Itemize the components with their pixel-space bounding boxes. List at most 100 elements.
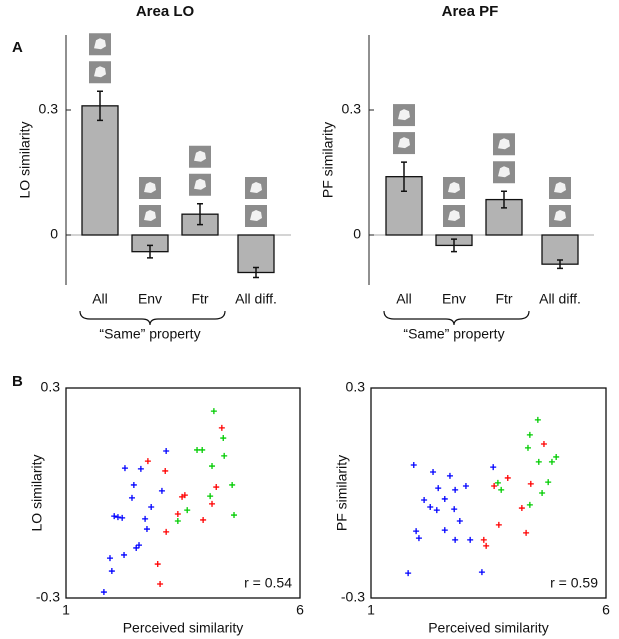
point <box>174 511 181 517</box>
point <box>523 529 530 536</box>
point <box>435 485 442 492</box>
bar <box>237 234 275 274</box>
point <box>495 521 502 528</box>
point <box>421 497 428 503</box>
x-axis-label: Perceived similarity <box>123 620 244 636</box>
stimulus-shape <box>94 66 106 78</box>
point <box>446 472 453 479</box>
x-tick-label: Env <box>138 291 162 307</box>
brace <box>383 310 530 326</box>
stimulus-shape <box>250 182 262 193</box>
error-bar <box>501 190 507 209</box>
stimulus-shape <box>94 38 106 50</box>
y-tick-label: 0.3 <box>342 101 362 117</box>
point <box>210 408 217 415</box>
error-bar <box>253 266 259 279</box>
point <box>163 528 170 535</box>
point <box>218 424 225 431</box>
point <box>534 416 541 423</box>
point <box>480 536 487 543</box>
bar <box>81 105 119 236</box>
point <box>136 542 143 549</box>
point <box>498 486 505 493</box>
y-tick-label: 0 <box>50 226 58 242</box>
error-bar <box>401 161 407 192</box>
group-annotation: “Same” property <box>99 326 200 342</box>
point <box>494 479 501 486</box>
point <box>427 504 434 510</box>
x-tick-label: All diff. <box>235 291 277 307</box>
error-bar <box>97 90 103 122</box>
point <box>539 490 546 496</box>
point <box>456 518 463 524</box>
point <box>229 481 236 488</box>
point <box>540 441 547 447</box>
point <box>518 505 525 512</box>
error-bar <box>197 203 203 226</box>
point <box>158 487 165 494</box>
point <box>545 479 552 486</box>
stat-annotation: r = 0.59 <box>550 575 598 591</box>
point <box>527 480 534 487</box>
point <box>405 570 412 577</box>
point <box>200 516 207 523</box>
x-tick-label: 1 <box>367 602 375 618</box>
point <box>111 513 118 520</box>
x-tick-label: All <box>92 291 108 307</box>
stimulus-shape <box>194 150 206 162</box>
stimulus-shape <box>498 138 510 150</box>
point <box>148 504 155 510</box>
point <box>106 555 113 562</box>
point <box>451 506 458 513</box>
brace <box>79 310 226 326</box>
point <box>433 507 440 514</box>
error-bar <box>147 244 153 259</box>
point <box>174 518 181 524</box>
x-tick-label: All <box>396 291 412 307</box>
group-annotation: “Same” property <box>403 326 504 342</box>
point <box>441 495 448 502</box>
point <box>100 589 107 596</box>
point <box>526 501 533 508</box>
point <box>413 528 420 535</box>
stimulus-shape <box>498 166 510 178</box>
stimulus-shape <box>144 210 156 221</box>
plot-frame <box>65 387 301 599</box>
stat-annotation: r = 0.54 <box>244 575 292 591</box>
y-tick-label: 0.3 <box>346 379 366 395</box>
point <box>162 467 169 474</box>
point <box>535 458 542 465</box>
point <box>209 500 216 507</box>
panel-label: B <box>12 373 23 390</box>
point <box>410 462 417 468</box>
panel-label: A <box>12 39 23 56</box>
stimulus-shape <box>144 182 156 193</box>
point <box>415 535 422 542</box>
point <box>231 512 238 519</box>
point <box>221 452 228 459</box>
point <box>194 446 201 453</box>
y-tick-label: 0.3 <box>39 101 59 117</box>
stimulus-shape <box>398 137 410 149</box>
stimulus-shape <box>448 182 460 193</box>
point <box>199 446 206 453</box>
point <box>137 465 144 472</box>
point <box>490 464 497 471</box>
point <box>504 474 511 481</box>
point <box>133 544 140 551</box>
x-tick-label: Ftr <box>191 291 208 307</box>
y-axis-label: LO similarity <box>29 454 45 531</box>
y-tick-label: 0.3 <box>41 379 61 395</box>
point <box>213 484 220 491</box>
y-tick-label: -0.3 <box>341 589 365 605</box>
point <box>157 581 164 587</box>
y-axis-label: LO similarity <box>17 121 33 198</box>
point <box>119 514 126 521</box>
point <box>121 465 128 472</box>
x-tick-label: 6 <box>296 602 304 618</box>
y-tick-label: 0 <box>353 226 361 242</box>
stimulus-shape <box>398 109 410 121</box>
chart-title: Area LO <box>136 3 195 20</box>
x-tick-label: All diff. <box>539 291 581 307</box>
